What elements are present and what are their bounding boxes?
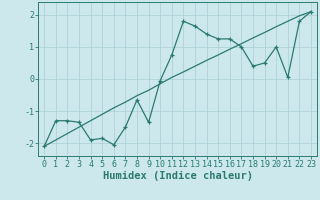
X-axis label: Humidex (Indice chaleur): Humidex (Indice chaleur): [103, 171, 252, 181]
